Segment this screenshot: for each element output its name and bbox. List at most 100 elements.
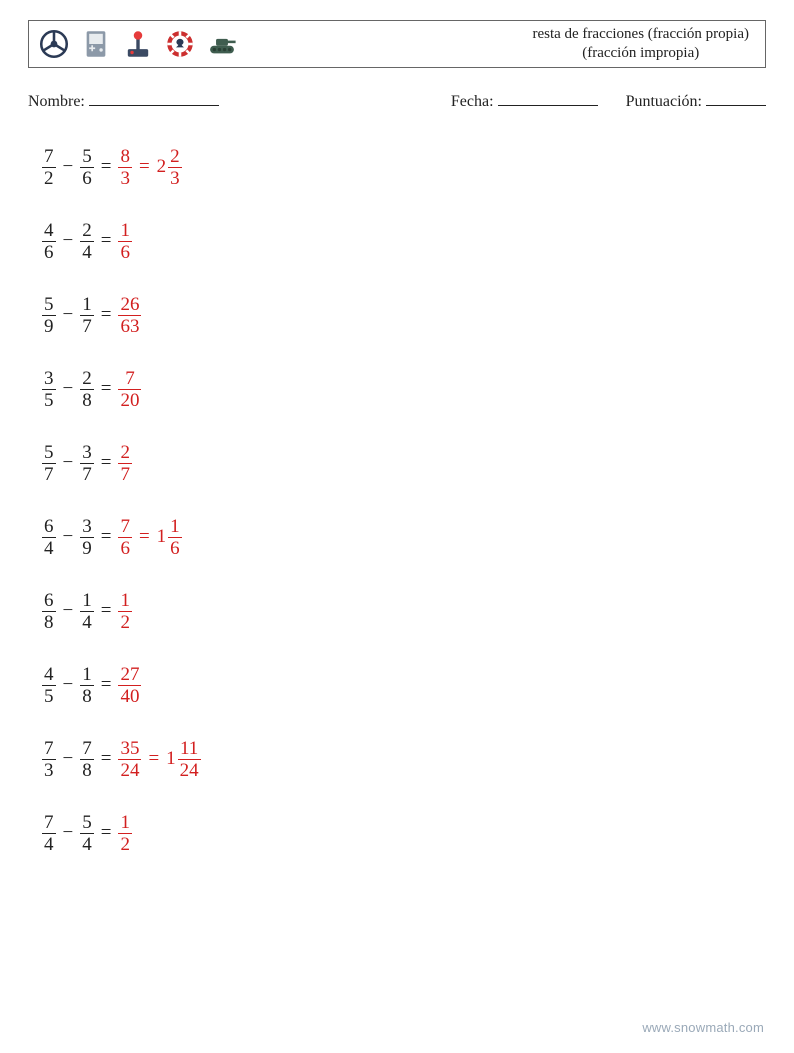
numerator: 11 bbox=[178, 739, 200, 759]
numerator: 7 bbox=[123, 369, 137, 389]
denominator: 6 bbox=[118, 241, 132, 262]
numerator: 1 bbox=[118, 221, 132, 241]
fraction: 16 bbox=[168, 517, 182, 558]
steering-wheel-icon bbox=[37, 27, 71, 61]
numerator: 4 bbox=[42, 665, 56, 685]
equals-sign: = bbox=[94, 674, 119, 696]
equals-sign: = bbox=[94, 156, 119, 178]
equals-sign: = bbox=[94, 378, 119, 400]
problem-row: 68−14=12 bbox=[42, 589, 766, 633]
denominator: 4 bbox=[42, 833, 56, 854]
label-date: Fecha: bbox=[451, 93, 494, 110]
fraction: 17 bbox=[80, 295, 94, 336]
denominator: 4 bbox=[42, 537, 56, 558]
minus-sign: − bbox=[56, 452, 81, 474]
fraction: 18 bbox=[80, 665, 94, 706]
fraction: 59 bbox=[42, 295, 56, 336]
numerator: 26 bbox=[118, 295, 141, 315]
fraction: 74 bbox=[42, 813, 56, 854]
minus-sign: − bbox=[56, 748, 81, 770]
numerator: 35 bbox=[118, 739, 141, 759]
numerator: 1 bbox=[80, 295, 94, 315]
denominator: 7 bbox=[42, 463, 56, 484]
fraction: 2740 bbox=[118, 665, 141, 706]
numerator: 2 bbox=[168, 147, 182, 167]
numerator: 2 bbox=[80, 369, 94, 389]
whole-part: 1 bbox=[157, 526, 169, 548]
numerator: 6 bbox=[42, 517, 56, 537]
label-score: Puntuación: bbox=[626, 93, 702, 110]
minus-sign: − bbox=[56, 304, 81, 326]
fraction: 83 bbox=[118, 147, 132, 188]
fraction: 16 bbox=[118, 221, 132, 262]
numerator: 5 bbox=[42, 443, 56, 463]
header-bar: resta de fracciones (fracción propia) (f… bbox=[28, 20, 766, 68]
numerator: 2 bbox=[80, 221, 94, 241]
tank-icon bbox=[205, 27, 239, 61]
mixed-number: 116 bbox=[157, 517, 182, 558]
numerator: 6 bbox=[42, 591, 56, 611]
title-line-2: (fracción impropia) bbox=[532, 44, 749, 63]
numerator: 1 bbox=[118, 591, 132, 611]
minus-sign: − bbox=[56, 230, 81, 252]
numerator: 4 bbox=[42, 221, 56, 241]
gameboy-icon bbox=[79, 27, 113, 61]
denominator: 4 bbox=[80, 833, 94, 854]
denominator: 4 bbox=[80, 241, 94, 262]
minus-sign: − bbox=[56, 600, 81, 622]
fraction: 24 bbox=[80, 221, 94, 262]
numerator: 1 bbox=[118, 813, 132, 833]
minus-sign: − bbox=[56, 822, 81, 844]
equals-sign: = bbox=[94, 452, 119, 474]
denominator: 9 bbox=[80, 537, 94, 558]
fraction: 72 bbox=[42, 147, 56, 188]
fraction: 54 bbox=[80, 813, 94, 854]
denominator: 3 bbox=[118, 167, 132, 188]
fraction: 23 bbox=[168, 147, 182, 188]
denominator: 3 bbox=[168, 167, 182, 188]
fraction: 64 bbox=[42, 517, 56, 558]
blank-score[interactable] bbox=[706, 90, 766, 106]
denominator: 9 bbox=[42, 315, 56, 336]
equals-sign: = bbox=[94, 526, 119, 548]
label-name: Nombre: bbox=[28, 93, 85, 110]
numerator: 3 bbox=[42, 369, 56, 389]
denominator: 20 bbox=[118, 389, 141, 410]
denominator: 4 bbox=[80, 611, 94, 632]
denominator: 5 bbox=[42, 389, 56, 410]
whole-part: 1 bbox=[166, 748, 178, 770]
equals-sign: = bbox=[132, 156, 157, 178]
denominator: 24 bbox=[178, 759, 201, 780]
denominator: 8 bbox=[80, 389, 94, 410]
fraction: 45 bbox=[42, 665, 56, 706]
fraction: 73 bbox=[42, 739, 56, 780]
problem-row: 57−37=27 bbox=[42, 441, 766, 485]
info-row: Nombre: Fecha: Puntuación: bbox=[28, 90, 766, 111]
blank-name[interactable] bbox=[89, 90, 219, 106]
equals-sign: = bbox=[94, 748, 119, 770]
numerator: 1 bbox=[80, 665, 94, 685]
denominator: 6 bbox=[168, 537, 182, 558]
fraction: 57 bbox=[42, 443, 56, 484]
mixed-number: 11124 bbox=[166, 739, 201, 780]
blank-date[interactable] bbox=[498, 90, 598, 106]
denominator: 6 bbox=[118, 537, 132, 558]
minus-sign: − bbox=[56, 156, 81, 178]
footer-url: www.snowmath.com bbox=[642, 1020, 764, 1035]
problem-row: 64−39=76=116 bbox=[42, 515, 766, 559]
problem-list: 72−56=83=22346−24=1659−17=266335−28=7205… bbox=[42, 145, 766, 855]
fraction: 2663 bbox=[118, 295, 141, 336]
fraction: 39 bbox=[80, 517, 94, 558]
mixed-number: 223 bbox=[157, 147, 182, 188]
equals-sign: = bbox=[141, 748, 166, 770]
fraction: 3524 bbox=[118, 739, 141, 780]
fraction: 68 bbox=[42, 591, 56, 632]
equals-sign: = bbox=[94, 230, 119, 252]
denominator: 2 bbox=[118, 833, 132, 854]
equals-sign: = bbox=[94, 600, 119, 622]
minus-sign: − bbox=[56, 674, 81, 696]
denominator: 6 bbox=[42, 241, 56, 262]
denominator: 6 bbox=[80, 167, 94, 188]
denominator: 5 bbox=[42, 685, 56, 706]
equals-sign: = bbox=[94, 822, 119, 844]
